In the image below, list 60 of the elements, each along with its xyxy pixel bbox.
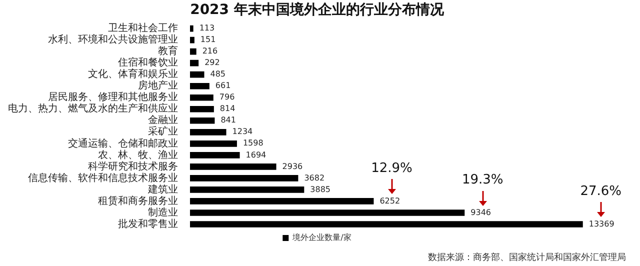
y-tick-label: 水利、环境和公共设施管理业 (48, 34, 178, 46)
data-label: 216 (202, 46, 218, 56)
bar (190, 94, 214, 101)
bar (190, 198, 374, 204)
bar (190, 210, 465, 216)
y-tick-label: 信息传输、软件和信息技术服务业 (28, 172, 178, 184)
data-label: 113 (199, 24, 215, 33)
data-label: 1234 (232, 127, 253, 136)
bar (190, 128, 226, 136)
y-tick-label: 文化、体育和娱乐业 (88, 68, 178, 80)
y-tick-label: 金融业 (148, 114, 178, 126)
data-label: 13369 (588, 219, 614, 228)
y-tick-label: 采矿业 (148, 126, 178, 138)
y-tick-label: 批发和零售业 (118, 218, 178, 230)
y-tick-label: 农、林、牧、渔业 (98, 148, 178, 161)
data-label: 292 (204, 58, 220, 68)
bar (190, 36, 194, 44)
data-label: 796 (219, 92, 235, 102)
bar (190, 106, 214, 112)
data-label: 6252 (380, 196, 400, 206)
annotation: 27.6% (580, 184, 622, 200)
bar (190, 117, 215, 124)
bar (190, 48, 196, 55)
bar (190, 152, 240, 158)
y-tick-label: 建筑业 (147, 183, 178, 196)
y-tick-label: 制造业 (148, 206, 178, 218)
bar (190, 60, 199, 66)
y-tick-label: 居民服务、修理和其他服务业 (48, 91, 178, 104)
y-tick-label: 房地产业 (138, 80, 178, 92)
data-label: 1694 (246, 150, 266, 160)
data-label: 151 (200, 35, 216, 44)
data-label: 2936 (282, 162, 303, 171)
bar (190, 164, 276, 170)
y-tick-label: 教育 (158, 45, 178, 58)
bar (190, 186, 304, 193)
source-note: 数据来源：商务部、国家统计局和国家外汇管理局 (428, 252, 626, 263)
y-tick-label: 租赁和商务服务业 (98, 194, 178, 207)
annotation: 12.9% (371, 161, 412, 176)
y-tick-label: 住宿和餐饮业 (118, 56, 178, 69)
bar (190, 71, 204, 78)
y-tick-label: 电力、热力、燃气及水的生产和供应业 (8, 102, 178, 115)
y-tick-label: 卫生和社会工作 (108, 22, 178, 34)
data-label: 485 (210, 70, 226, 79)
y-tick-label: 科学研究和技术服务 (88, 160, 178, 172)
data-label: 814 (220, 104, 236, 114)
legend-label: 境外企业数量/家 (292, 233, 352, 242)
data-label: 841 (220, 116, 236, 125)
data-label: 9346 (470, 208, 491, 217)
bar (190, 25, 194, 32)
bar (190, 175, 298, 182)
data-label: 3682 (304, 173, 325, 182)
bar (190, 221, 583, 228)
bar (190, 140, 237, 147)
data-label: 1598 (242, 138, 264, 148)
chart-title: 2023 年末中国境外企业的行业分布情况 (190, 1, 445, 18)
data-label: 661 (215, 81, 231, 90)
y-tick-label: 交通运输、仓储和邮政业 (68, 137, 178, 150)
annotation: 19.3% (462, 172, 504, 188)
data-label: 3885 (310, 184, 331, 194)
bar (190, 82, 210, 90)
